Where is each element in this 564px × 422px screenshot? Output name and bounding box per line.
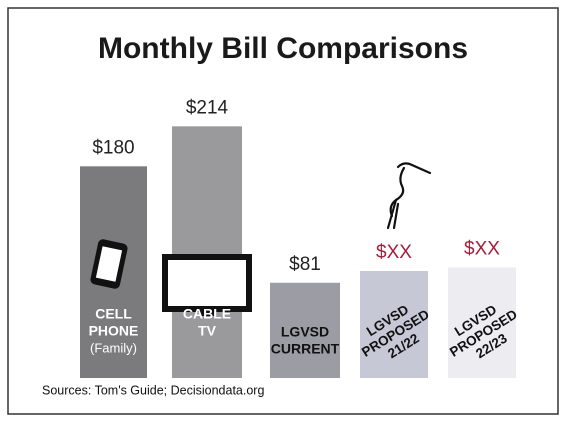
category-label: CURRENT (271, 341, 340, 357)
bar (270, 282, 340, 378)
bar (360, 270, 428, 378)
bar (448, 267, 516, 378)
value-label: $XX (464, 238, 500, 259)
category-label: LGVSD (281, 324, 329, 340)
chart-title: Monthly Bill Comparisons (98, 32, 468, 65)
value-label: $81 (289, 254, 321, 275)
value-label: $214 (186, 97, 229, 118)
category-label: TV (198, 323, 217, 339)
source-note: Sources: Tom's Guide; Decisiondata.org (42, 383, 264, 397)
category-label: CABLE (183, 306, 231, 322)
bars (80, 126, 516, 378)
category-label: CELL (95, 306, 132, 322)
category-label: (Family) (90, 340, 137, 355)
heron-icon (386, 162, 432, 230)
value-label: $XX (376, 242, 412, 263)
bar (172, 126, 242, 378)
category-label: PHONE (89, 323, 139, 339)
value-label: $180 (92, 137, 134, 158)
tv-icon (162, 254, 252, 316)
phone-icon (90, 239, 128, 289)
